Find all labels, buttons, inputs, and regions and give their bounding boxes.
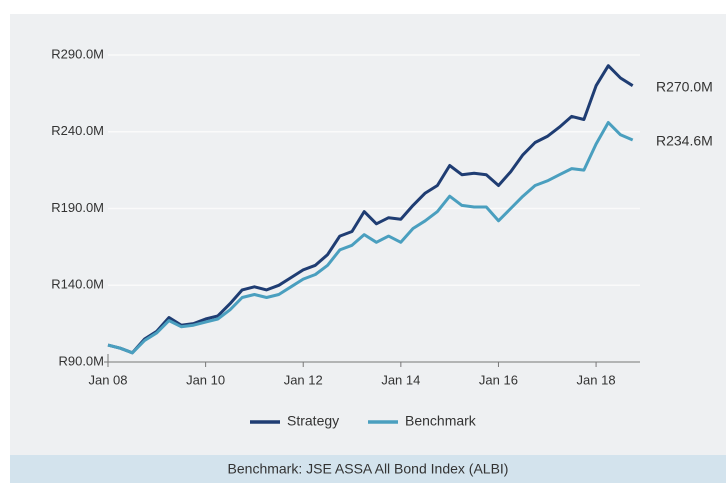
series-line: [107, 121, 634, 355]
legend-label: Benchmark: [405, 413, 477, 429]
y-tick-label: R290.0M: [51, 46, 104, 61]
x-tick-label: Jan 18: [577, 372, 616, 387]
series-line: [107, 64, 634, 355]
end-label: R270.0M: [656, 78, 713, 94]
x-tick-label: Jan 08: [88, 372, 127, 387]
x-tick-label: Jan 12: [284, 372, 323, 387]
footer-band: [10, 455, 726, 483]
y-tick-label: R190.0M: [51, 200, 104, 215]
x-tick-label: Jan 14: [381, 372, 420, 387]
chart-background: [10, 14, 726, 455]
legend-label: Strategy: [287, 413, 339, 429]
end-label: R234.6M: [656, 133, 713, 149]
y-tick-label: R240.0M: [51, 123, 104, 138]
footer-text: Benchmark: JSE ASSA All Bond Index (ALBI…: [228, 461, 509, 477]
y-tick-label: R140.0M: [51, 277, 104, 292]
y-tick-label: R90.0M: [58, 353, 104, 368]
x-tick-label: Jan 16: [479, 372, 518, 387]
x-tick-label: Jan 10: [186, 372, 225, 387]
